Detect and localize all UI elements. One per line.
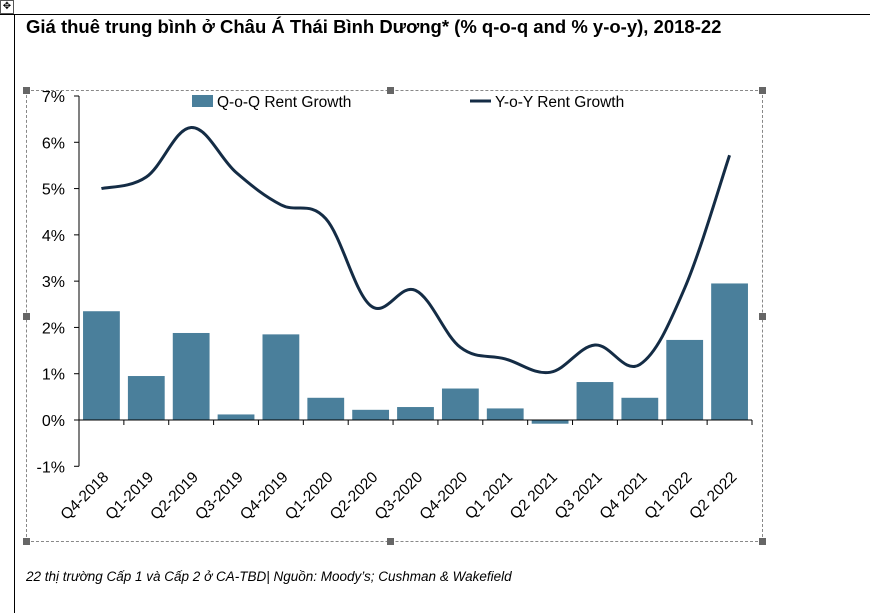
legend-bar-label: Q-o-Q Rent Growth (217, 94, 351, 111)
bar (352, 409, 390, 420)
x-tick-label: Q1 2021 (462, 469, 516, 523)
y-tick-label: 6% (42, 135, 65, 152)
x-tick-label: Q4-2020 (417, 469, 472, 524)
y-tick-label: 1% (42, 367, 65, 384)
y-tick-label: 2% (42, 320, 65, 337)
bar (397, 407, 434, 420)
x-tick-label: Q4-2018 (58, 469, 113, 524)
bar (127, 376, 165, 420)
resize-handle-right[interactable] (759, 313, 766, 320)
bar (666, 339, 704, 420)
y-tick-label: -1% (37, 459, 65, 476)
frame-left-border (14, 14, 15, 613)
frame-top-border (0, 14, 870, 15)
y-tick-label: 7% (42, 89, 65, 106)
bar (441, 388, 479, 420)
bar (83, 311, 120, 420)
bar (711, 283, 748, 420)
resize-handle-bottom-right[interactable] (759, 538, 766, 545)
resize-handle-top-right[interactable] (759, 87, 766, 94)
resize-handle-bottom-left[interactable] (23, 538, 30, 545)
x-tick-label: Q2-2020 (327, 469, 382, 524)
bar (486, 408, 524, 420)
plot-area: 7% 6% 5% 4% 3% 2% 1% 0% -1%Q4-2018Q1-2019Q2-2019… (37, 89, 753, 524)
legend-bar-swatch (192, 95, 213, 107)
footnote: 22 thị trường Cấp 1 và Cấp 2 ở CA-TBD| N… (26, 569, 512, 584)
bar (531, 420, 569, 424)
bar (621, 397, 659, 420)
bar (217, 414, 255, 420)
legend-line-label: Y-o-Y Rent Growth (495, 94, 624, 111)
y-tick-label: 3% (42, 274, 65, 291)
chart-area[interactable] (23, 87, 766, 545)
bar (576, 382, 614, 420)
x-tick-label: Q3-2019 (192, 469, 247, 524)
x-tick-label: Q3 2021 (552, 469, 606, 523)
x-tick-label: Q4-2019 (237, 469, 292, 524)
bar (262, 334, 300, 420)
x-tick-label: Q2-2019 (147, 469, 202, 524)
resize-handle-bottom[interactable] (387, 538, 394, 545)
move-handle-icon[interactable]: ✥ (0, 0, 14, 14)
y-tick-label: 4% (42, 228, 65, 245)
y-tick-label: 0% (42, 413, 65, 430)
chart-title: Giá thuê trung bình ở Châu Á Thái Bình D… (26, 16, 722, 37)
bar (172, 332, 210, 420)
resize-handle-top[interactable] (387, 87, 394, 94)
y-tick-label: 5% (42, 182, 65, 199)
resize-handle-top-left[interactable] (23, 87, 30, 94)
x-tick-label: Q1-2019 (102, 469, 157, 524)
bar (307, 397, 345, 420)
resize-handle-left[interactable] (23, 313, 30, 320)
legend: Q-o-Q Rent Growth Y-o-Y Rent Growth (192, 94, 624, 111)
x-tick-label: Q1-2020 (282, 469, 337, 524)
x-tick-label: Q1 2022 (641, 469, 695, 523)
x-tick-label: Q4 2021 (597, 469, 651, 523)
x-tick-label: Q2 2022 (686, 469, 740, 523)
x-tick-label: Q2 2021 (507, 469, 561, 523)
x-tick-label: Q3-2020 (372, 469, 427, 524)
